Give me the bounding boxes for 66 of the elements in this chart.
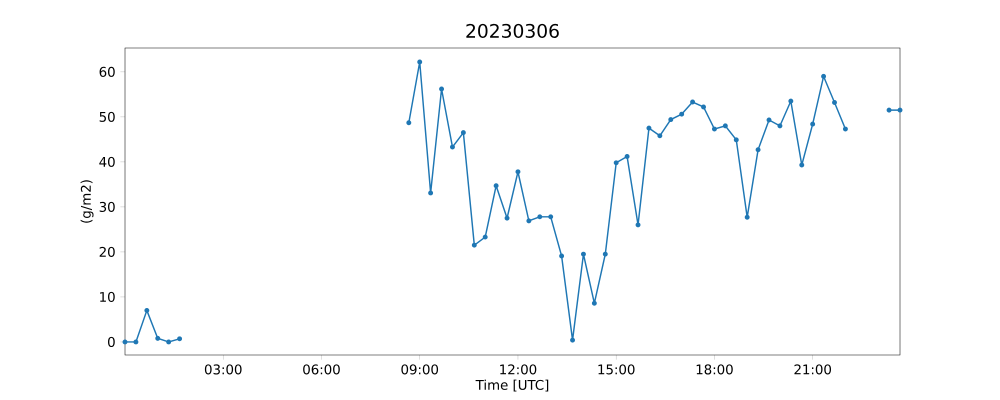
y-tick-label: 40 (99, 156, 115, 167)
point (898, 108, 902, 113)
point (744, 214, 750, 220)
x-tick-label: 18:00 (696, 364, 733, 374)
point (646, 126, 652, 131)
point (155, 336, 160, 341)
point (679, 112, 684, 117)
point (799, 162, 804, 168)
y-tick-label: 60 (100, 66, 115, 77)
x-tick-label: 21:00 (794, 364, 832, 374)
point (832, 100, 837, 105)
point (177, 336, 182, 342)
y-tick-label: 20 (100, 246, 115, 257)
x-axis-title: Time [UTC] (476, 380, 548, 392)
y-tick-label: 0 (108, 336, 115, 347)
chart-title: 20230306 (466, 24, 559, 38)
x-tick-label: 15:00 (598, 364, 635, 374)
point (777, 123, 782, 128)
point (460, 130, 466, 136)
point (636, 222, 641, 228)
point (559, 254, 564, 258)
y-axis-title: (g/m2) (80, 180, 94, 223)
point (592, 300, 597, 306)
y-tick-label: 10 (100, 292, 115, 302)
point (810, 122, 816, 127)
point (526, 218, 532, 224)
point (712, 126, 717, 132)
point (537, 214, 542, 220)
point (668, 117, 674, 122)
point (144, 308, 150, 313)
point (766, 118, 772, 122)
point (756, 147, 761, 152)
point (515, 169, 520, 174)
point (614, 160, 619, 166)
point (886, 108, 892, 113)
y-tick-label: 50 (100, 112, 115, 122)
point (406, 120, 412, 126)
point (548, 214, 554, 220)
point (602, 252, 608, 257)
point (428, 190, 434, 196)
x-tick-label: 09:00 (401, 364, 438, 374)
point (624, 154, 630, 159)
point (734, 137, 739, 142)
x-tick-label: 03:00 (204, 364, 242, 374)
point (417, 59, 422, 64)
x-tick-label: 06:00 (303, 364, 340, 374)
point (133, 339, 138, 344)
point (504, 216, 510, 221)
point (788, 98, 794, 104)
point (482, 234, 488, 240)
point (657, 133, 662, 138)
point (494, 183, 499, 188)
point (580, 252, 586, 257)
point (166, 339, 172, 344)
point (122, 339, 128, 344)
point (701, 104, 706, 110)
point (842, 126, 848, 132)
point (821, 74, 826, 79)
point (722, 123, 728, 128)
point (450, 144, 455, 150)
point (690, 100, 696, 104)
point (570, 338, 576, 343)
point (439, 86, 444, 92)
point (472, 242, 477, 248)
y-tick-label: 30 (100, 202, 115, 212)
x-tick-label: 12:00 (500, 364, 536, 374)
